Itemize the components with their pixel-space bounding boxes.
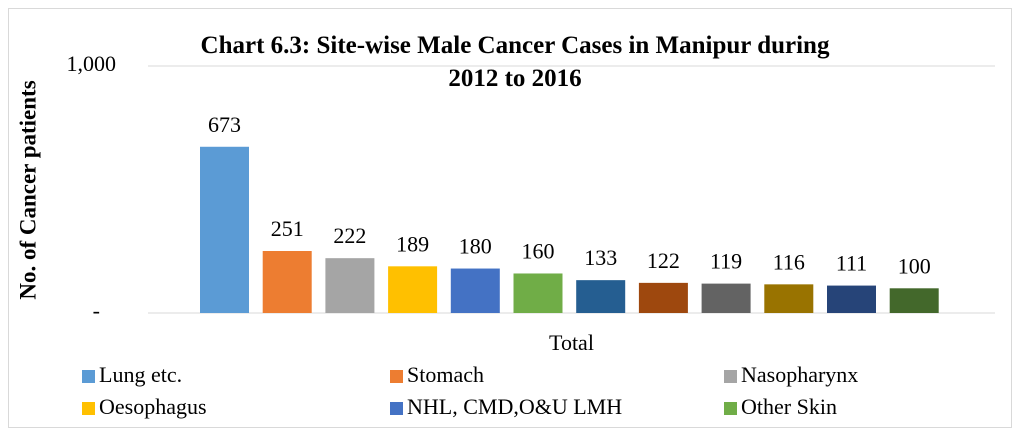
data-label: 251 bbox=[271, 216, 304, 241]
legend-label: Oesophagus bbox=[99, 394, 207, 419]
bar bbox=[325, 258, 375, 313]
legend-label: Lung etc. bbox=[99, 362, 182, 387]
bar bbox=[764, 284, 814, 313]
x-tick-label: Total bbox=[549, 330, 594, 355]
data-label: 100 bbox=[898, 253, 931, 278]
bar bbox=[388, 266, 438, 313]
data-label: 133 bbox=[584, 245, 617, 270]
legend-swatch bbox=[390, 402, 403, 415]
data-label: 122 bbox=[647, 248, 680, 273]
data-label: 673 bbox=[208, 112, 241, 137]
data-label: 222 bbox=[333, 223, 366, 248]
legend-swatch bbox=[724, 402, 737, 415]
bar bbox=[701, 283, 751, 313]
legend-label: Nasopharynx bbox=[741, 362, 858, 387]
bar bbox=[513, 273, 563, 313]
legend-swatch bbox=[390, 370, 403, 383]
bar bbox=[262, 251, 312, 313]
bar bbox=[827, 285, 876, 313]
legend-swatch bbox=[82, 370, 95, 383]
data-label: 189 bbox=[396, 231, 429, 256]
chart-title: Chart 6.3: Site-wise Male Cancer Cases i… bbox=[201, 32, 830, 92]
data-label: 180 bbox=[459, 234, 492, 259]
legend-label: Other Skin bbox=[741, 394, 837, 419]
y-tick-label: 1,000 bbox=[67, 51, 117, 76]
data-label: 119 bbox=[710, 249, 742, 274]
bar bbox=[576, 280, 626, 313]
bar bbox=[638, 282, 688, 313]
legend-label: NHL, CMD,O&U LMH bbox=[407, 394, 622, 419]
chart-border bbox=[8, 8, 1012, 428]
y-axis-label: No. of Cancer patients bbox=[15, 80, 40, 299]
data-label: 111 bbox=[836, 251, 867, 276]
y-tick-label: - bbox=[93, 298, 100, 323]
data-label: 116 bbox=[773, 249, 805, 274]
bar bbox=[200, 146, 249, 313]
bar bbox=[450, 268, 500, 313]
legend-swatch bbox=[82, 402, 95, 415]
legend-swatch bbox=[724, 370, 737, 383]
data-label: 160 bbox=[522, 239, 555, 264]
legend-label: Stomach bbox=[407, 362, 484, 387]
bar bbox=[889, 288, 939, 313]
